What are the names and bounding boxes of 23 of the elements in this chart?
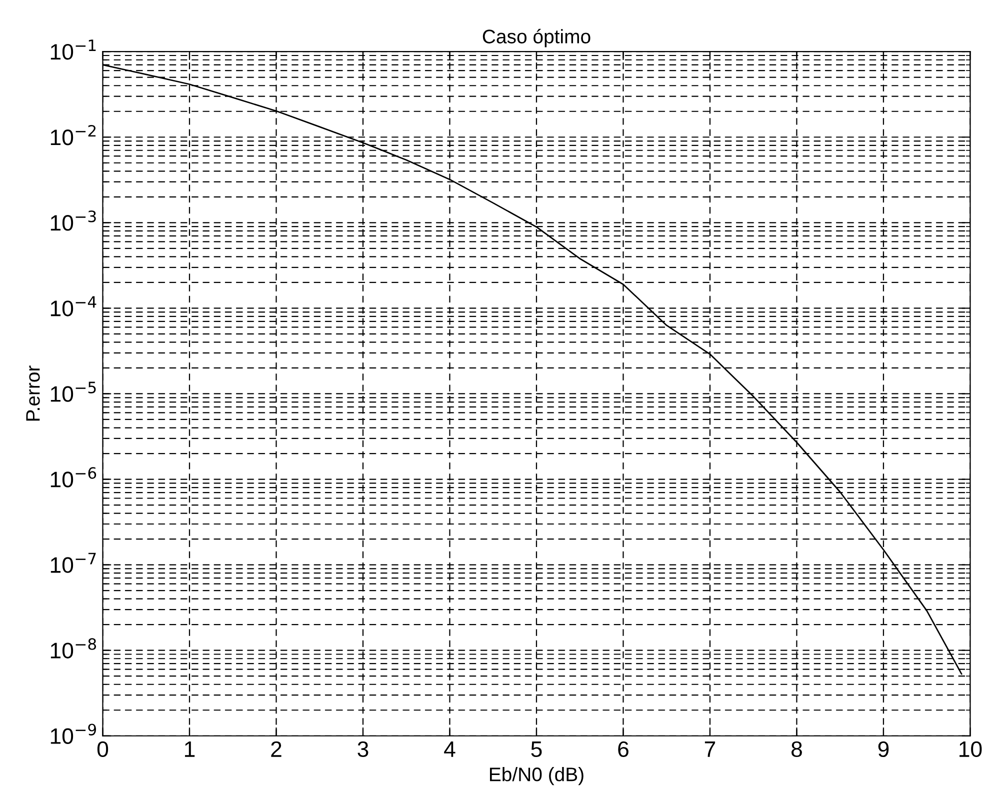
y-tick-label: 10$^{−3}$ (50, 210, 96, 231)
y-tick-label: 10$^{−2}$ (50, 124, 96, 146)
x-tick-label: 7 (704, 742, 716, 757)
y-tick-label: 10$^{−1}$ (50, 40, 96, 60)
x-tick-label: 5 (531, 742, 542, 758)
x-tick-label: 10 (960, 741, 982, 758)
x-tick-label: 1 (185, 742, 195, 757)
x-tick-label: 6 (618, 741, 628, 758)
y-axis-title: P.error (26, 366, 40, 421)
y-tick-label: 10$^{−9}$ (50, 724, 96, 744)
x-tick-label: 0 (97, 741, 108, 758)
y-tick-label: 10$^{−8}$ (50, 638, 96, 658)
y-tick-label: 10$^{−4}$ (50, 296, 96, 316)
x-tick-label: 4 (444, 742, 456, 757)
x-tick-label: 8 (792, 741, 802, 758)
x-tick-label: 2 (271, 741, 282, 757)
chart-title: Caso óptimo (482, 28, 590, 48)
y-tick-label: 10$^{−5}$ (50, 382, 96, 402)
x-tick-label: 9 (878, 741, 889, 758)
y-tick-label: 10$^{−7}$ (50, 552, 96, 573)
y-tick-label: 10$^{−6}$ (50, 467, 96, 488)
x-tick-label: 3 (358, 741, 368, 758)
x-axis-title: Eb/N0 (dB) (490, 767, 584, 786)
